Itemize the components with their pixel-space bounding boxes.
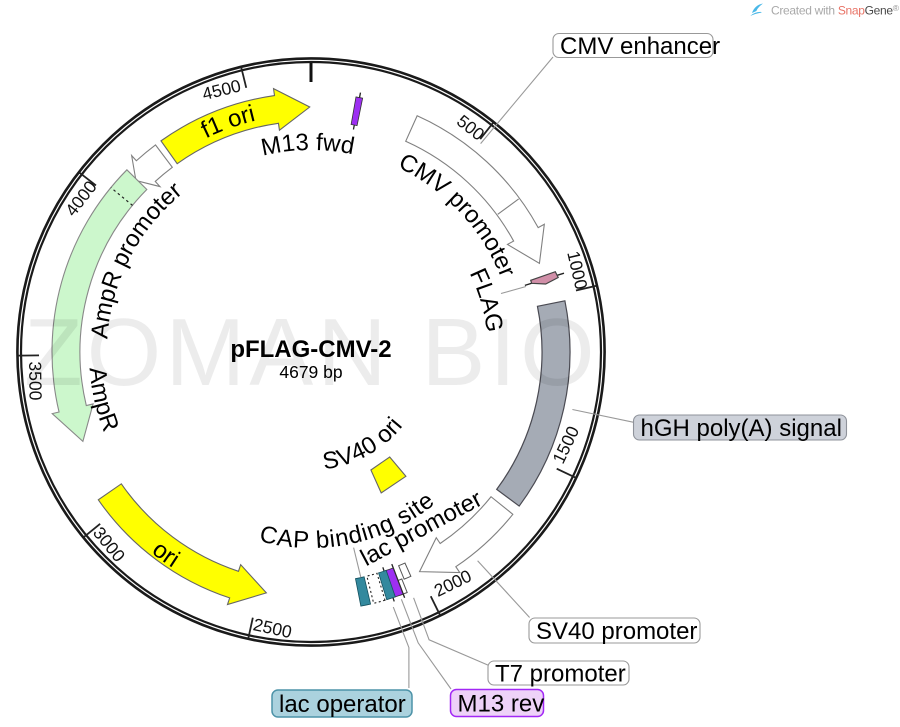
svg-text:SV40 promoter: SV40 promoter [536,618,697,645]
svg-text:T7 promoter: T7 promoter [495,661,626,688]
svg-text:lac operator: lac operator [279,691,406,718]
svg-text:M13 rev: M13 rev [458,691,545,718]
svg-text:hGH poly(A) signal: hGH poly(A) signal [641,415,842,442]
svg-text:CMV enhancer: CMV enhancer [560,33,720,60]
svg-text:ZOMAN BIO: ZOMAN BIO [24,299,599,406]
svg-text:Created with SnapGene®: Created with SnapGene® [771,3,900,18]
